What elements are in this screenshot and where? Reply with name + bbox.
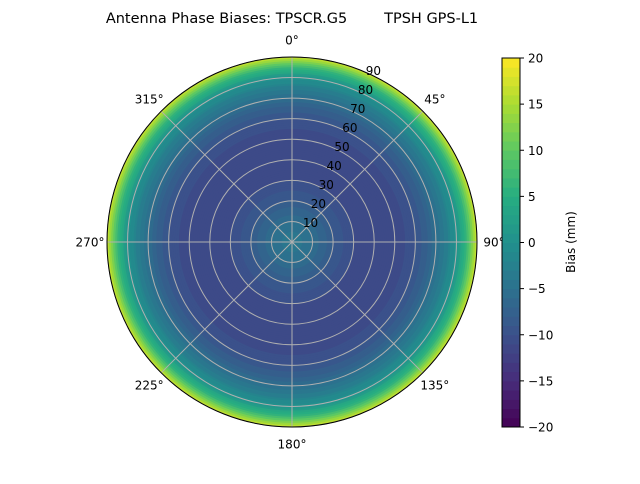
colorbar-band [502, 177, 520, 188]
theta-tick-labels: 0° 45° 90° 135° 180° 225° 270° 315° [76, 34, 505, 452]
r-tick-label: 20 [311, 197, 326, 211]
colorbar-band [502, 270, 520, 280]
r-tick-label: 80 [358, 83, 373, 97]
colorbar-band [502, 94, 520, 105]
colorbar-band [502, 159, 520, 170]
colorbar-tick-label: −10 [528, 328, 553, 342]
colorbar-band [502, 297, 520, 308]
colorbar-band [502, 242, 520, 253]
colorbar-tick-label: 0 [528, 236, 536, 250]
colorbar-band [502, 224, 520, 234]
r-tick-labels: 10 20 30 40 50 60 70 80 90 [303, 64, 381, 230]
theta-tick-label: 270° [76, 236, 105, 250]
colorbar-tick-label: 15 [528, 98, 543, 112]
theta-gridline [160, 110, 293, 243]
colorbar-band [502, 141, 520, 151]
colorbar-band [502, 325, 520, 336]
colorbar-band [502, 214, 520, 225]
colorbar-tick-label: 5 [528, 190, 536, 204]
colorbar-band [502, 307, 520, 317]
theta-tick-label: 45° [424, 93, 445, 107]
colorbar-label: Bias (mm) [564, 211, 578, 273]
r-tick-label: 40 [326, 159, 341, 173]
theta-tick-label: 135° [420, 378, 449, 392]
colorbar-band [502, 168, 520, 179]
colorbar-band [502, 380, 520, 391]
colorbar-tick-label: −20 [528, 421, 553, 435]
colorbar-band [502, 279, 520, 290]
colorbar-band [502, 408, 520, 419]
colorbar-band [502, 76, 520, 87]
colorbar-band [502, 316, 520, 327]
colorbar-band [502, 58, 520, 68]
colorbar-band [502, 85, 520, 96]
colorbar-band [502, 399, 520, 410]
colorbar-band [502, 104, 520, 114]
colorbar-tick-label: −5 [528, 282, 546, 296]
colorbar-band [502, 113, 520, 124]
r-tick-label: 60 [342, 121, 357, 135]
r-tick-label: 30 [319, 178, 334, 192]
r-tick-label: 10 [303, 216, 318, 230]
theta-tick-label: 0° [285, 34, 299, 48]
chart-title: Antenna Phase Biases: TPSCR.G5 TPSH GPS-… [106, 11, 478, 27]
colorbar-band [502, 205, 520, 216]
theta-gridline [291, 241, 424, 374]
colorbar: 20 15 10 5 0 −5 −10 −15 −20 [501, 52, 553, 435]
colorbar-band [502, 67, 520, 77]
colorbar-band [502, 251, 520, 262]
colorbar-band [502, 334, 520, 345]
theta-tick-label: 180° [278, 438, 307, 452]
colorbar-band [502, 122, 520, 133]
colorbar-band [502, 362, 520, 373]
colorbar-tick-label: −15 [528, 374, 553, 388]
theta-tick-label: 90° [483, 236, 504, 250]
polar-grid [106, 56, 478, 428]
colorbar-tick-label: 10 [528, 144, 543, 158]
colorbar-band [502, 196, 520, 207]
r-tick-label: 50 [334, 140, 349, 154]
colorbar-band [502, 131, 520, 142]
theta-gridline [291, 110, 424, 243]
colorbar-tick-label: 20 [528, 52, 543, 66]
colorbar-band [502, 371, 520, 382]
r-tick-label: 90 [366, 64, 381, 78]
colorbar-band [502, 417, 520, 428]
polar-axis-frame [106, 56, 478, 428]
colorbar-band [502, 353, 520, 363]
colorbar-band [502, 343, 520, 354]
colorbar-band [502, 187, 520, 197]
colorbar-band [502, 390, 520, 400]
r-tick-label: 70 [350, 102, 365, 116]
theta-tick-label: 225° [135, 378, 164, 392]
colorbar-band [502, 233, 520, 243]
theta-gridline [160, 241, 293, 374]
colorbar-band [502, 150, 520, 160]
colorbar-band [502, 260, 520, 271]
theta-tick-label: 315° [135, 93, 164, 107]
colorbar-band [502, 288, 520, 299]
